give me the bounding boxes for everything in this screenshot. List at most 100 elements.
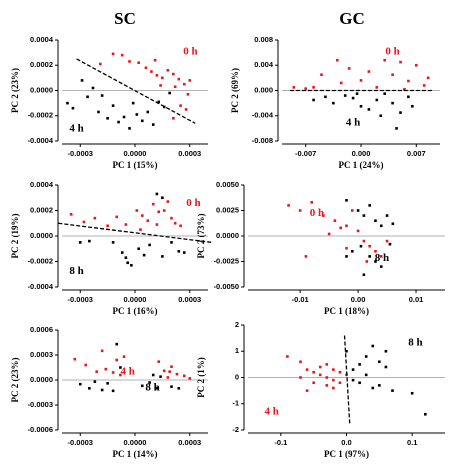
- point: [84, 363, 88, 367]
- annotation: 8 h: [408, 336, 422, 348]
- point: [359, 79, 363, 82]
- point: [318, 365, 322, 369]
- point: [286, 355, 289, 358]
- y-tick-label: -0.0004: [28, 282, 54, 291]
- y-tick-label: 0.0000: [30, 375, 53, 384]
- y-tick-label: 0.000: [254, 85, 273, 94]
- point: [384, 365, 388, 369]
- point: [385, 239, 389, 243]
- point: [170, 216, 173, 220]
- fit-line: [76, 58, 196, 124]
- y-axis-label: PC 2 (69%): [230, 68, 240, 113]
- point: [104, 367, 108, 371]
- point: [367, 70, 371, 73]
- annotation: 0 h: [183, 46, 197, 58]
- point: [173, 85, 177, 89]
- point: [172, 116, 175, 120]
- point: [122, 115, 126, 119]
- x-tick-label: 0.1: [407, 438, 417, 447]
- point: [142, 253, 146, 257]
- point: [385, 214, 389, 217]
- point: [356, 229, 360, 233]
- y-tick-label: 0.0002: [30, 60, 53, 69]
- point: [365, 260, 369, 263]
- point: [364, 355, 368, 358]
- x-tick-label: 0.007: [407, 149, 426, 158]
- point: [128, 60, 131, 63]
- x-axis-label: PC 1 (24%): [339, 160, 384, 170]
- point: [325, 376, 329, 379]
- point: [131, 101, 135, 105]
- y-tick-label: 0.0000: [30, 231, 53, 240]
- point: [69, 213, 73, 216]
- point: [170, 385, 173, 388]
- point: [188, 79, 192, 82]
- point: [391, 389, 394, 392]
- point: [175, 372, 179, 376]
- annotation: 0 h: [310, 207, 324, 219]
- y-tick-label: 1: [235, 346, 239, 355]
- point: [179, 104, 182, 107]
- point: [144, 66, 148, 70]
- point: [367, 108, 371, 111]
- fit-line: [343, 335, 351, 425]
- point: [119, 373, 122, 377]
- point: [93, 216, 97, 220]
- y-axis-label: PC 2 (23%): [10, 358, 20, 403]
- x-tick-label: -0.1: [274, 438, 287, 447]
- point: [299, 376, 302, 379]
- y-axis-label: PC 2 (23%): [10, 68, 20, 113]
- point: [177, 77, 181, 81]
- column-title: SC: [114, 9, 136, 28]
- point: [124, 256, 128, 259]
- point: [384, 349, 388, 353]
- point: [318, 373, 322, 377]
- point: [111, 371, 115, 374]
- point: [146, 219, 150, 222]
- point: [332, 386, 335, 390]
- y-axis-label: PC 2 (1%): [196, 357, 206, 398]
- x-tick-label: 0.0000: [124, 295, 147, 304]
- point: [339, 226, 343, 230]
- point: [166, 376, 170, 379]
- point: [379, 255, 383, 258]
- point: [359, 104, 363, 108]
- point: [375, 86, 379, 89]
- y-tick-label: 2: [235, 320, 239, 329]
- point: [351, 96, 355, 100]
- point: [78, 241, 82, 244]
- point: [305, 368, 309, 371]
- point: [162, 369, 166, 373]
- annotation: 4 h: [121, 366, 135, 378]
- point: [355, 92, 359, 95]
- point: [161, 255, 164, 258]
- y-tick-label: -0.0002: [28, 256, 53, 265]
- point: [336, 58, 339, 62]
- x-tick-label: -0.0003: [68, 295, 93, 304]
- y-tick-label: 0.004: [254, 60, 274, 69]
- point: [332, 378, 335, 382]
- point: [350, 250, 354, 253]
- point: [356, 209, 360, 212]
- point: [159, 84, 162, 87]
- point: [161, 196, 164, 200]
- point: [368, 244, 371, 248]
- point: [383, 58, 386, 62]
- point: [407, 95, 410, 99]
- annotation: 8 h: [145, 382, 159, 394]
- point: [151, 373, 155, 377]
- point: [141, 119, 144, 123]
- y-tick-label: -0.0006: [28, 425, 53, 434]
- point: [182, 251, 186, 254]
- point: [170, 241, 173, 244]
- point: [411, 104, 414, 108]
- y-tick-label: -1: [232, 399, 239, 408]
- point: [345, 246, 348, 250]
- point: [115, 215, 119, 219]
- point: [126, 261, 129, 265]
- point: [324, 95, 327, 99]
- point: [148, 381, 151, 384]
- annotation: 8 h: [375, 252, 389, 264]
- point: [135, 113, 139, 116]
- point: [182, 374, 186, 378]
